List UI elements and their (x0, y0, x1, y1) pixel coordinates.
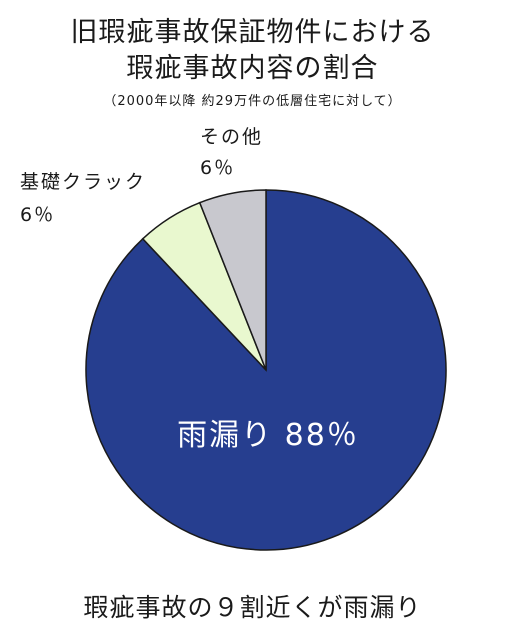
footer-caption: 瑕疵事故の９割近くが雨漏り (83, 593, 422, 622)
slice-label-foundation-crack-pct: 6％ (20, 204, 55, 226)
pie-slice-2 (198, 189, 267, 371)
pie-slices (85, 189, 447, 551)
chart-title-line-1: 旧瑕疵事故保証物件における (70, 17, 435, 48)
slice-label-foundation-crack-name: 基礎クラック (20, 171, 146, 193)
slice-label-rain-leak: 雨漏り 88％ (177, 418, 359, 453)
slice-label-other-pct: 6％ (200, 157, 235, 179)
chart-subtitle: （2000年以降 約29万件の低層住宅に対して） (103, 94, 402, 109)
slice-label-other-name: その他 (200, 126, 263, 148)
chart-title-line-2: 瑕疵事故内容の割合 (126, 53, 379, 84)
